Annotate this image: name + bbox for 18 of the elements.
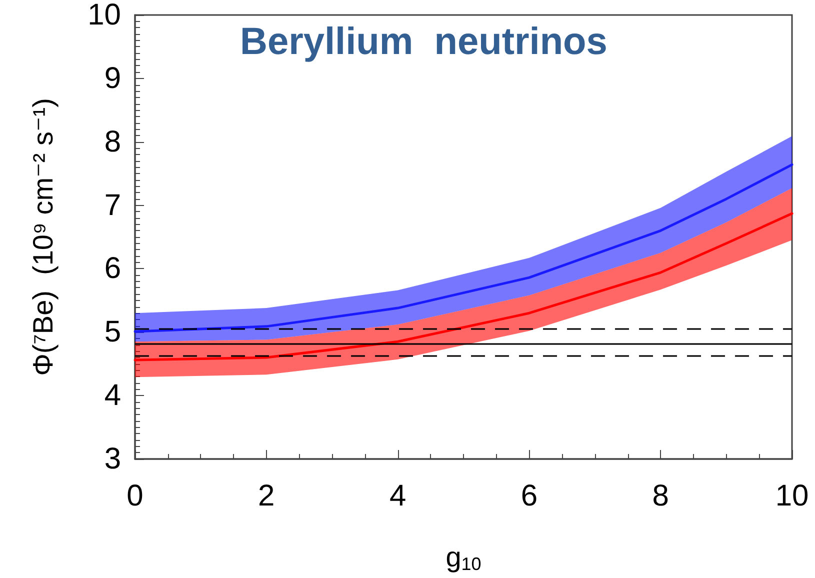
y-tick-label: 6 [104,252,121,286]
y-tick-label: 3 [104,442,121,476]
x-tick-label: 2 [258,480,275,512]
y-tick-label: 4 [104,379,121,412]
y-tick-label: 5 [104,316,121,349]
chart-title: Beryllium neutrinos [240,21,608,63]
y-tick-label: 9 [104,62,121,95]
line-series [134,212,794,362]
x-tick-label: 4 [389,480,406,512]
x-tick-label: 0 [126,480,144,512]
y-axis-title: Φ(⁷Be) (10⁹ cm⁻² s⁻¹) [28,98,58,376]
line-series [134,163,794,333]
y-tick-label: 8 [104,125,121,158]
x-tick-label: 8 [652,480,669,512]
x-tick-label: 6 [520,480,538,512]
x-tick-label: 10 [775,480,809,512]
y-tick-label: 10 [88,0,121,32]
y-tick-label: 7 [104,188,121,222]
